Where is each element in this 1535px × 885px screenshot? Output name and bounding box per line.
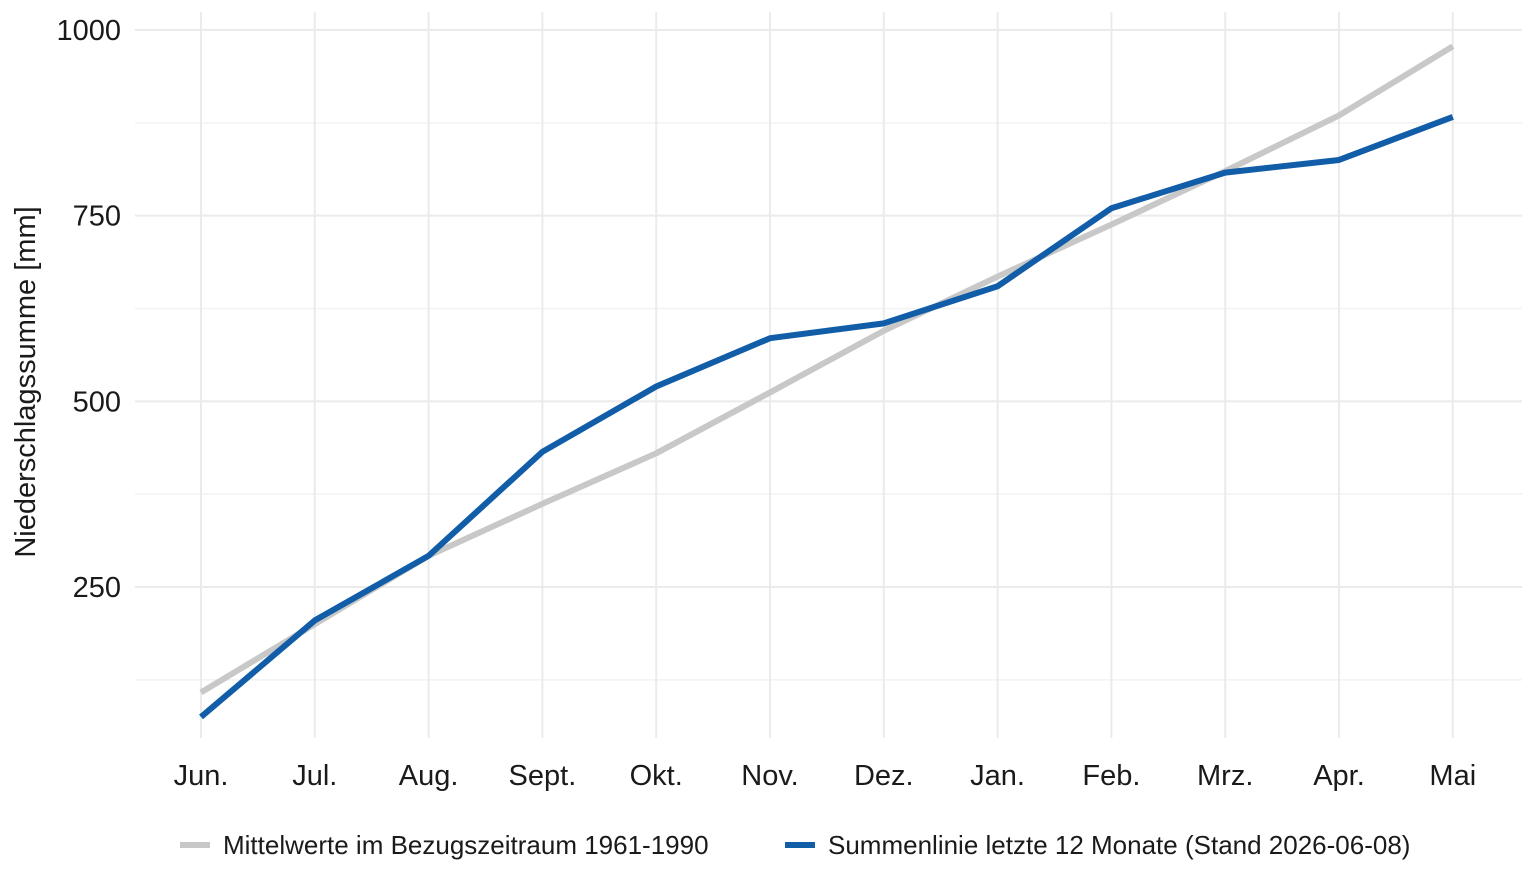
- x-tick-label: Mrz.: [1197, 760, 1253, 792]
- x-tick-label: Aug.: [399, 760, 459, 792]
- series-lines: [199, 43, 1455, 720]
- x-tick-label: Jul.: [292, 760, 337, 792]
- x-tick-label: Mai: [1429, 760, 1476, 792]
- series-line-summenlinie: [199, 114, 1454, 720]
- x-axis-tick-labels: Jun. Jul. Aug. Sept. Okt. Nov. Dez. Jan. Feb. Mrz…: [174, 760, 1477, 792]
- x-tick-label: Feb.: [1082, 760, 1140, 792]
- legend-label: Summenlinie letzte 12 Monate (Stand 2026…: [828, 830, 1410, 860]
- x-tick-label: Nov.: [741, 760, 798, 792]
- y-axis-tick-labels: 250 500 750 1000: [56, 15, 121, 604]
- x-tick-label: Jun.: [174, 760, 229, 792]
- x-tick-label: Apr.: [1313, 760, 1365, 792]
- legend: Mittelwerte im Bezugszeitraum 1961-1990 S…: [180, 830, 1410, 860]
- y-tick-label: 750: [73, 201, 121, 233]
- y-axis-title: Niederschlagssumme [mm]: [10, 206, 42, 557]
- x-tick-label: Jan.: [970, 760, 1025, 792]
- x-tick-label: Sept.: [509, 760, 577, 792]
- x-tick-label: Okt.: [630, 760, 683, 792]
- legend-label: Mittelwerte im Bezugszeitraum 1961-1990: [223, 830, 709, 860]
- y-tick-label: 250: [73, 572, 121, 604]
- y-tick-label: 500: [73, 386, 121, 418]
- major-gridlines: [135, 12, 1522, 738]
- y-tick-label: 1000: [56, 15, 121, 47]
- x-tick-label: Dez.: [854, 760, 914, 792]
- series-line-mittelwerte: [199, 43, 1455, 696]
- minor-gridlines: [135, 122, 1522, 681]
